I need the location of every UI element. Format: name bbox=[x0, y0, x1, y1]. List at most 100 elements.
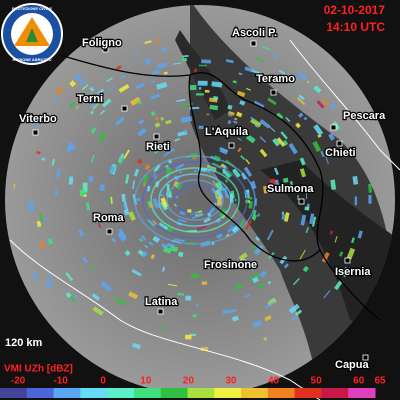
echo bbox=[144, 40, 152, 45]
echo bbox=[161, 47, 167, 53]
echo bbox=[272, 138, 281, 147]
echo bbox=[36, 150, 41, 155]
echo bbox=[92, 306, 104, 316]
echo bbox=[151, 300, 162, 304]
city-label: Isernia bbox=[335, 266, 371, 278]
echo bbox=[224, 178, 229, 183]
echo bbox=[306, 80, 310, 84]
echo bbox=[160, 117, 164, 121]
echo bbox=[151, 80, 156, 84]
echo bbox=[250, 116, 257, 122]
echo bbox=[299, 157, 306, 166]
echo bbox=[261, 73, 270, 79]
echo bbox=[211, 187, 216, 194]
echo bbox=[148, 218, 155, 226]
city-label: Pescara bbox=[343, 110, 386, 122]
logo-text: REGIONE ABRUZZO bbox=[13, 57, 52, 62]
logo: PROTEZIONE CIVILE REGIONE ABRUZZO bbox=[1, 3, 63, 65]
legend-tick-label: 10 bbox=[140, 376, 152, 387]
coastline bbox=[9, 39, 400, 400]
echo bbox=[299, 168, 306, 178]
echo bbox=[231, 315, 239, 322]
echo bbox=[141, 250, 148, 258]
echo bbox=[316, 100, 325, 109]
echo bbox=[304, 206, 310, 211]
echo bbox=[236, 90, 246, 98]
echo bbox=[91, 293, 101, 301]
echo bbox=[259, 148, 268, 158]
echo bbox=[264, 315, 272, 322]
echo bbox=[253, 244, 265, 256]
echo bbox=[281, 211, 285, 215]
echo-ring bbox=[174, 185, 216, 215]
echo bbox=[156, 81, 168, 90]
echo bbox=[154, 122, 161, 128]
echo bbox=[330, 102, 337, 109]
echo bbox=[275, 112, 284, 120]
echo bbox=[288, 142, 298, 155]
city-label: Roma bbox=[93, 212, 124, 224]
range-label: 120 km bbox=[5, 337, 43, 349]
echo bbox=[207, 212, 212, 217]
echo bbox=[36, 220, 42, 228]
echo bbox=[54, 190, 58, 196]
echo bbox=[97, 222, 102, 229]
echo bbox=[227, 120, 232, 125]
echo bbox=[293, 277, 300, 286]
echo bbox=[97, 88, 105, 95]
colorbar-segment bbox=[214, 388, 242, 398]
time: 14:10 UTC bbox=[326, 20, 385, 34]
echo bbox=[90, 127, 97, 134]
echo bbox=[250, 180, 257, 190]
echo bbox=[197, 80, 208, 86]
colorbar-segment bbox=[80, 388, 108, 398]
echo bbox=[182, 54, 189, 58]
echo bbox=[173, 62, 182, 65]
echo bbox=[69, 80, 77, 88]
city-label: Latina bbox=[145, 296, 178, 308]
echo bbox=[267, 280, 272, 285]
echo bbox=[281, 213, 286, 220]
echo bbox=[190, 273, 200, 279]
echo bbox=[128, 211, 136, 221]
echo bbox=[288, 303, 300, 314]
legend-tick-label: 65 bbox=[374, 376, 386, 387]
colorbar-segment bbox=[107, 388, 135, 398]
echo bbox=[65, 272, 74, 282]
echo bbox=[217, 188, 224, 199]
echo bbox=[233, 120, 238, 124]
echo bbox=[321, 251, 330, 263]
legend-tick-label: 50 bbox=[311, 376, 323, 387]
echo bbox=[346, 247, 356, 260]
echo bbox=[123, 149, 130, 160]
echo bbox=[354, 196, 358, 206]
echo bbox=[203, 261, 212, 265]
echo bbox=[263, 185, 268, 194]
echo bbox=[214, 264, 219, 270]
echo bbox=[132, 51, 139, 56]
echo bbox=[305, 226, 309, 234]
echo bbox=[222, 169, 232, 179]
echo bbox=[255, 57, 264, 62]
echo bbox=[295, 122, 301, 129]
echo-ring bbox=[142, 161, 248, 239]
echo bbox=[147, 185, 151, 192]
echo bbox=[237, 147, 242, 153]
colorbar-segment bbox=[26, 388, 55, 398]
echo bbox=[56, 169, 61, 178]
echo bbox=[228, 308, 237, 314]
city-label: Rieti bbox=[146, 141, 170, 153]
echo bbox=[212, 95, 219, 101]
echo bbox=[238, 252, 248, 261]
echo bbox=[89, 86, 95, 92]
legend-title: VMI UZh [dBZ] bbox=[4, 364, 73, 375]
echo bbox=[99, 109, 106, 115]
colorbar-segment bbox=[133, 388, 162, 398]
echo bbox=[192, 314, 197, 318]
echo bbox=[320, 150, 325, 158]
echo bbox=[112, 297, 117, 301]
echo bbox=[368, 183, 372, 193]
echo bbox=[120, 74, 127, 79]
echo bbox=[267, 97, 277, 106]
echo bbox=[121, 193, 126, 202]
